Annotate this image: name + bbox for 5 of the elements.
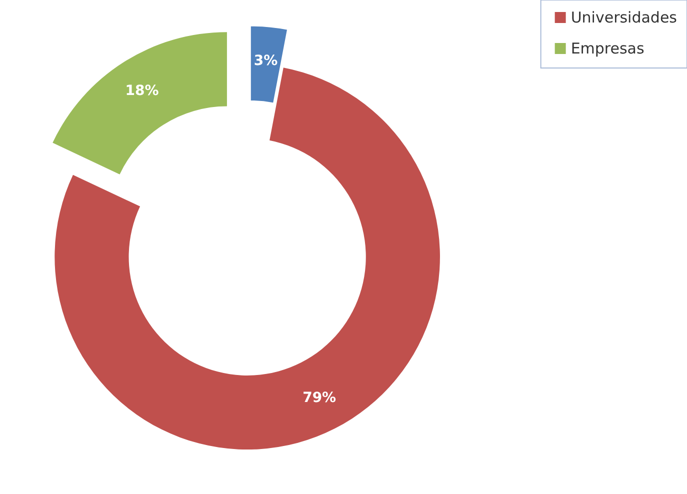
legend-label: Empresas: [570, 40, 644, 58]
data-label: 18%: [125, 82, 159, 99]
data-label: 79%: [302, 390, 336, 406]
legend-label: Universidades: [570, 8, 678, 26]
data-label: 3%: [254, 53, 278, 70]
